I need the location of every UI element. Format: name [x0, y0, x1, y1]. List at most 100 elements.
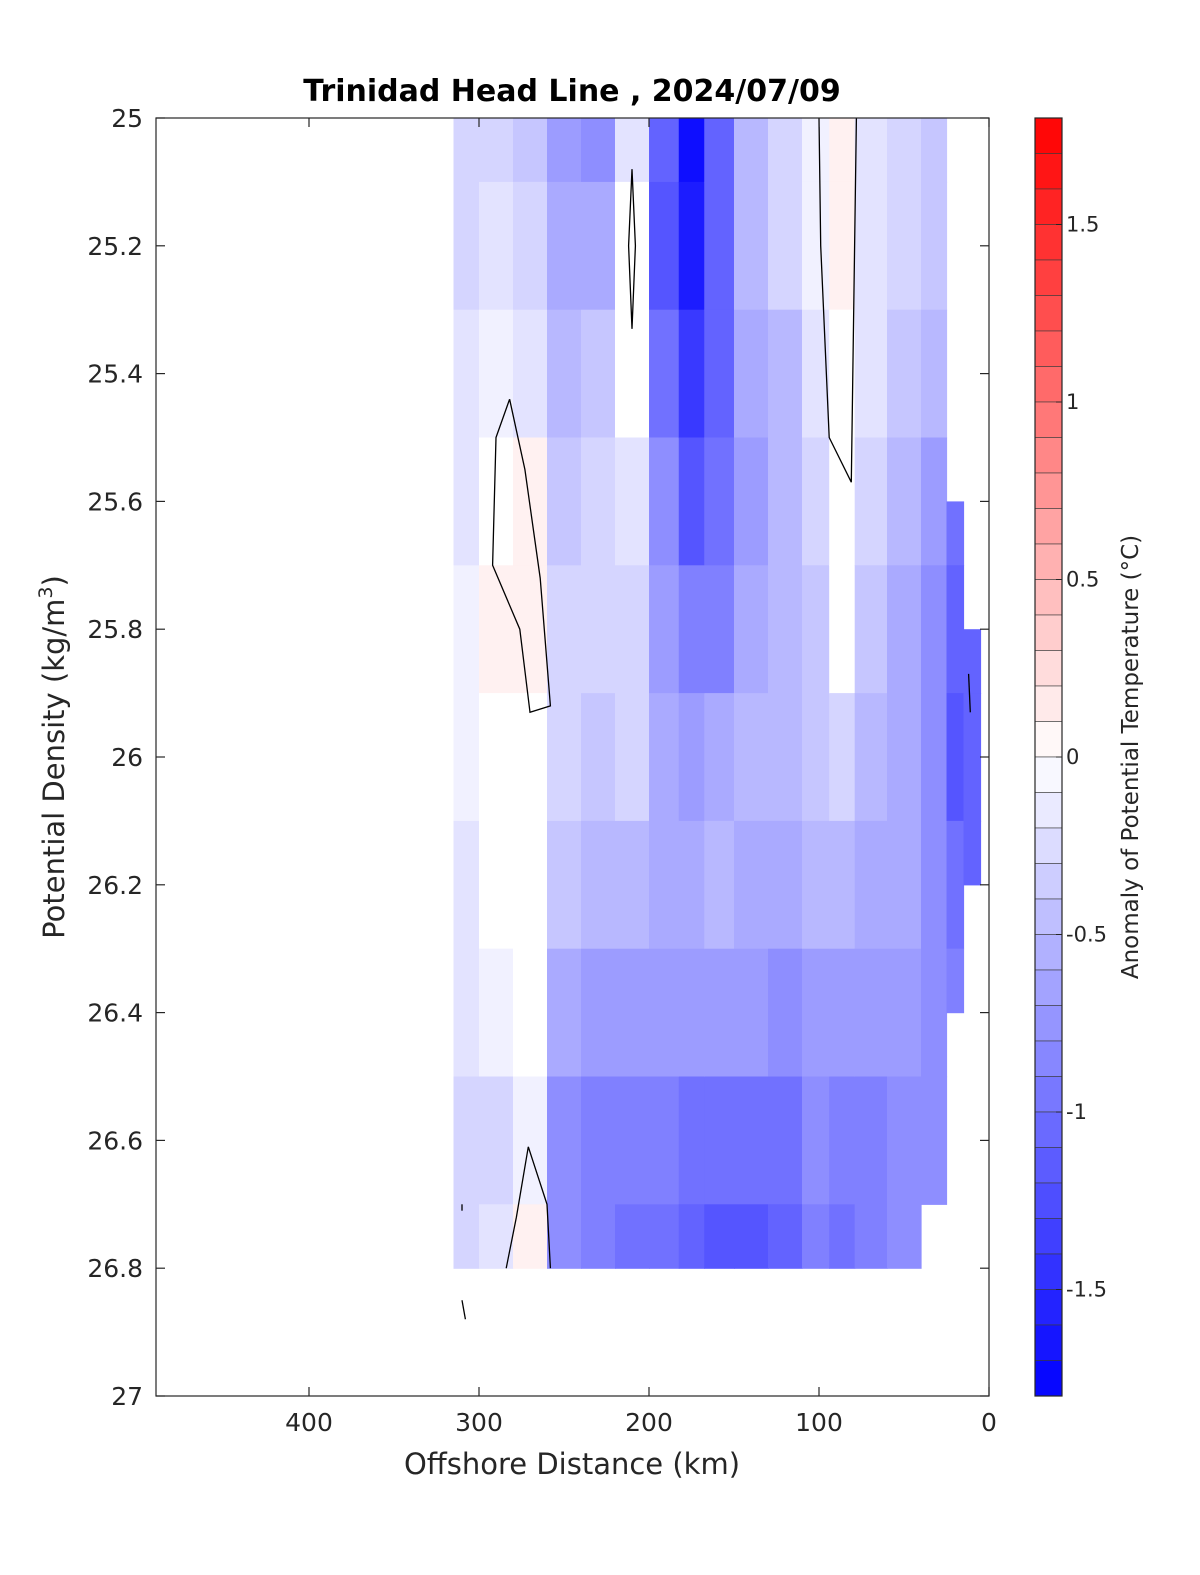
colorbar: 1.5 1 0.5 0 -0.5 -1 -1.5 — [1034, 117, 1107, 1397]
heatmap-cell — [921, 118, 948, 183]
zero-contours — [461, 118, 971, 1320]
heatmap-cell — [854, 693, 888, 822]
colorbar-cell — [1034, 153, 1063, 190]
heatmap-cell — [453, 181, 480, 311]
heatmap-cell — [453, 693, 480, 822]
heatmap-cell — [946, 820, 965, 950]
heatmap-cell — [963, 820, 982, 886]
heatmap-cell — [768, 565, 803, 694]
heatmap-cell — [649, 948, 680, 1078]
colorbar-tick-label: 1 — [1066, 390, 1079, 414]
heatmap-cell — [678, 565, 705, 694]
heatmap-cell — [854, 820, 888, 950]
colorbar-cell — [1034, 224, 1063, 261]
colorbar-cell — [1034, 1147, 1063, 1184]
heatmap-cell — [479, 948, 514, 1078]
heatmap-cell — [479, 693, 514, 822]
heatmap-cell — [453, 118, 480, 183]
heatmap-cell — [453, 1204, 480, 1269]
heatmap-cell — [678, 1076, 705, 1205]
y-tick-label: 25.2 — [87, 232, 143, 261]
heatmap-cell — [734, 437, 769, 566]
heatmap-cell — [704, 948, 735, 1078]
heatmap-cell — [678, 118, 705, 183]
heatmap-cell — [547, 309, 582, 439]
heatmap-cell — [678, 309, 705, 439]
heatmap-cell — [946, 501, 965, 566]
heatmap-cell — [829, 693, 856, 822]
heatmap-cell — [887, 118, 922, 183]
heatmap-cell — [649, 309, 680, 439]
colorbar-tick-label: -1.5 — [1066, 1278, 1107, 1302]
heatmap-cell — [581, 1076, 616, 1205]
contour-line — [491, 398, 552, 714]
heatmap-cell — [581, 565, 616, 694]
x-axis-label: Offshore Distance (km) — [404, 1447, 740, 1481]
heatmap-cell — [734, 118, 769, 183]
x-tick-label: 100 — [795, 1408, 843, 1437]
heatmap-cell — [921, 309, 948, 439]
colorbar-cell — [1034, 756, 1063, 793]
heatmap-cell — [649, 693, 680, 822]
heatmap-cell — [802, 1076, 830, 1205]
heatmap-cell — [802, 437, 830, 566]
colorbar-cell — [1034, 650, 1063, 687]
heatmap-cell — [768, 1076, 803, 1205]
heatmap-cell — [615, 565, 650, 694]
colorbar-cell — [1034, 721, 1063, 758]
colorbar-cell — [1034, 437, 1063, 474]
colorbar-cell — [1034, 543, 1063, 580]
heatmap-cell — [854, 437, 888, 566]
heatmap-cell — [704, 1076, 735, 1205]
colorbar-tick-label: 0 — [1066, 745, 1079, 769]
y-tick-label: 27 — [111, 1382, 143, 1411]
heatmap-cell — [649, 565, 680, 694]
heatmap-cell — [704, 1204, 735, 1269]
heatmap-cell — [513, 309, 548, 439]
heatmap-cell — [615, 1076, 650, 1205]
heatmap-cell — [453, 565, 480, 694]
heatmap-cell — [649, 1204, 680, 1269]
y-tick-label: 26 — [111, 743, 143, 772]
heatmap-cell — [513, 1076, 548, 1205]
y-axis-label-superscript: 3 — [35, 586, 57, 598]
heatmap-cell — [479, 437, 514, 566]
heatmap-cell — [854, 1204, 888, 1269]
heatmap-cell — [829, 1204, 856, 1269]
colorbar-cell — [1034, 1253, 1063, 1290]
heatmap-cell — [513, 693, 548, 822]
heatmap-cell — [649, 181, 680, 311]
colorbar-tick-label: 1.5 — [1066, 213, 1099, 237]
heatmap-cell — [768, 820, 803, 950]
heatmap-cell — [704, 693, 735, 822]
heatmap-cell — [513, 948, 548, 1078]
heatmap-cell — [704, 437, 735, 566]
heatmap-cell — [829, 948, 856, 1078]
colorbar-cell — [1034, 1076, 1063, 1113]
heatmap-cell — [513, 181, 548, 311]
colorbar-cell — [1034, 295, 1063, 332]
y-tick-label: 25 — [111, 104, 143, 133]
y-tick-label: 25.4 — [87, 360, 143, 389]
contour-line — [527, 1146, 552, 1269]
heatmap-cell — [854, 948, 888, 1078]
heatmap-cell — [921, 181, 948, 311]
colorbar-cell — [1034, 1289, 1063, 1326]
heatmap-cell — [678, 820, 705, 950]
y-axis-ticks: 25 25.2 25.4 25.6 25.8 26 26.2 26.4 26.6 26.8 27 — [87, 104, 989, 1411]
plot-area: 400 300 200 100 0 25 25.2 25.4 25.6 25.8 26 26.2 26… — [87, 104, 997, 1437]
heatmap-cell — [734, 1204, 769, 1269]
x-tick-label: 200 — [625, 1408, 673, 1437]
heatmap-cell — [963, 693, 982, 822]
heatmap-cell — [854, 181, 888, 311]
heatmap-cell — [581, 181, 616, 311]
colorbar-cell — [1034, 1360, 1063, 1397]
heatmap-cell — [513, 118, 548, 183]
heatmap-cell — [581, 1204, 616, 1269]
colorbar-cell — [1034, 685, 1063, 722]
heatmap-cell — [513, 437, 548, 566]
heatmap-cell — [946, 565, 965, 694]
heatmap-cell — [581, 437, 616, 566]
heatmap-cell — [734, 565, 769, 694]
y-tick-label: 26.8 — [87, 1254, 143, 1283]
